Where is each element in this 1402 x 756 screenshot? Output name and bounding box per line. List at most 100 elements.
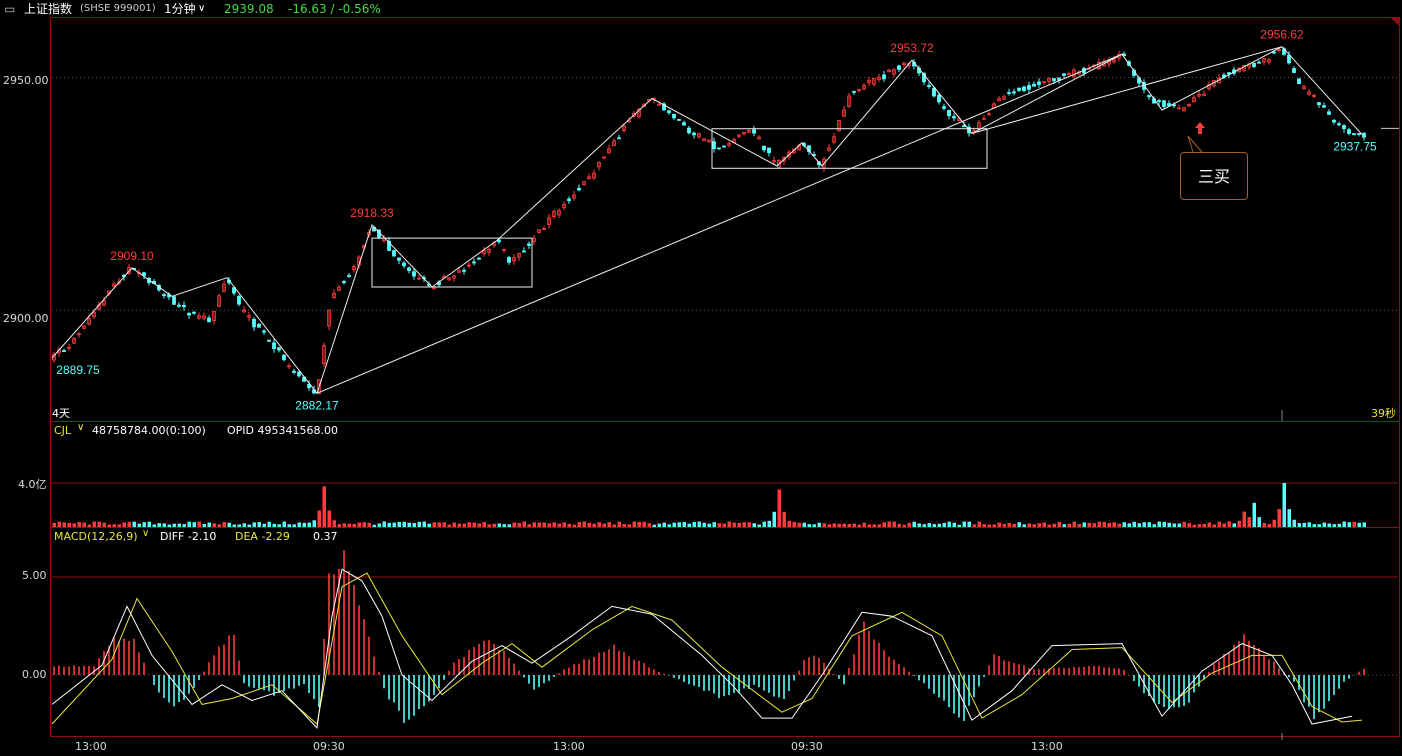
volume-bar [1152, 524, 1156, 527]
candle-body [557, 210, 561, 216]
link-icon[interactable]: ▭ [4, 2, 16, 16]
candle-body [1252, 62, 1256, 67]
candle-body [412, 271, 416, 277]
volume-bar [277, 524, 281, 527]
dea-line [51, 572, 1363, 725]
volume-bar [1057, 521, 1061, 527]
volume-bar [597, 522, 601, 527]
volume-bar [537, 522, 541, 527]
xaxis-tick-label: 13:00 [75, 740, 107, 753]
volume-bar [1352, 521, 1356, 527]
buy-point-callout: 三买 [1180, 152, 1248, 200]
candle-body [502, 248, 506, 251]
opid-value: OPID 495341568.00 [227, 424, 338, 437]
low-price-label: 2889.75 [56, 363, 100, 377]
volume-bar [657, 523, 661, 527]
volume-bar [117, 524, 121, 527]
volume-bar [1147, 522, 1151, 527]
low-price-label: 2882.17 [295, 398, 339, 412]
volume-bar [872, 524, 876, 527]
volume-bar [387, 522, 391, 527]
volume-indicator-name[interactable]: CJL [54, 424, 72, 437]
candle-body [177, 304, 181, 307]
volume-bar [367, 522, 371, 527]
period-selector[interactable]: 1分钟 [164, 2, 196, 16]
volume-bar [697, 521, 701, 527]
volume-bar [362, 522, 366, 527]
volume-bar [197, 521, 201, 527]
volume-bar [1227, 521, 1231, 527]
volume-bar [417, 521, 421, 527]
volume-bar [862, 522, 866, 527]
volume-bar [77, 521, 81, 527]
volume-value: 48758784.00(0:100) [92, 424, 206, 437]
volume-bar [262, 523, 266, 527]
volume-bar [227, 522, 231, 527]
candle-body [407, 267, 411, 271]
volume-bar [1122, 522, 1126, 527]
volume-bar [757, 524, 761, 527]
candle-body [1187, 103, 1191, 107]
volume-bar [477, 523, 481, 527]
chevron-down-icon[interactable]: ∨ [142, 528, 150, 539]
volume-bar [382, 521, 386, 527]
volume-bar [1267, 524, 1271, 527]
volume-bar [352, 523, 356, 527]
volume-bar [1192, 524, 1196, 527]
volume-bar [232, 524, 236, 527]
volume-bar [1307, 522, 1311, 527]
candle-body [242, 309, 246, 313]
candle-body [582, 181, 586, 186]
volume-bar [267, 521, 271, 527]
chevron-down-icon[interactable]: ∨ [198, 3, 206, 14]
low-price-label: 2937.75 [1333, 140, 1377, 154]
volume-bar [587, 522, 591, 527]
high-price-label: 2956.62 [1260, 28, 1304, 42]
volume-bar [562, 522, 566, 527]
candle-body [827, 147, 831, 151]
candle-body [507, 257, 511, 263]
candle-body [217, 295, 221, 307]
volume-bar [192, 522, 196, 527]
volume-bar [177, 523, 181, 527]
volume-bar [917, 523, 921, 527]
candle-body [512, 257, 516, 262]
corner-marker [1390, 17, 1400, 27]
candle-body [767, 147, 771, 154]
candle-body [292, 370, 296, 373]
volume-bar [72, 523, 76, 527]
volume-bar [52, 522, 56, 527]
candle-body [837, 120, 841, 132]
macd-indicator-name[interactable]: MACD(12,26,9) [54, 530, 138, 543]
candle-body [547, 217, 551, 225]
volume-bar [1172, 523, 1176, 527]
volume-bar [827, 524, 831, 527]
volume-bar [982, 524, 986, 527]
volume-bar [157, 523, 161, 527]
volume-bar [1112, 522, 1116, 527]
volume-bar [912, 521, 916, 527]
volume-bar [137, 523, 141, 527]
volume-bar [997, 522, 1001, 527]
candle-body [1177, 107, 1181, 110]
days-label[interactable]: 4天 [52, 407, 70, 420]
candle-body [937, 94, 941, 103]
volume-bar [1137, 523, 1141, 527]
volume-bar [257, 522, 261, 527]
candle-body [1172, 104, 1176, 107]
volume-bar [977, 521, 981, 527]
volume-bar [522, 521, 526, 527]
chevron-down-icon[interactable]: ∨ [77, 422, 85, 433]
candle-body [1202, 93, 1206, 96]
candle-body [257, 323, 261, 328]
volume-bar [1067, 523, 1071, 527]
candle-body [1327, 111, 1331, 115]
candle-body [782, 156, 786, 162]
candle-body [712, 141, 716, 149]
volume-yaxis-label: 4.0亿 [18, 478, 47, 491]
volume-bar [317, 510, 321, 527]
volume-bar [1257, 517, 1261, 527]
volume-bar [497, 523, 501, 527]
candle-body [552, 211, 556, 217]
up-arrow-icon [1195, 122, 1205, 134]
